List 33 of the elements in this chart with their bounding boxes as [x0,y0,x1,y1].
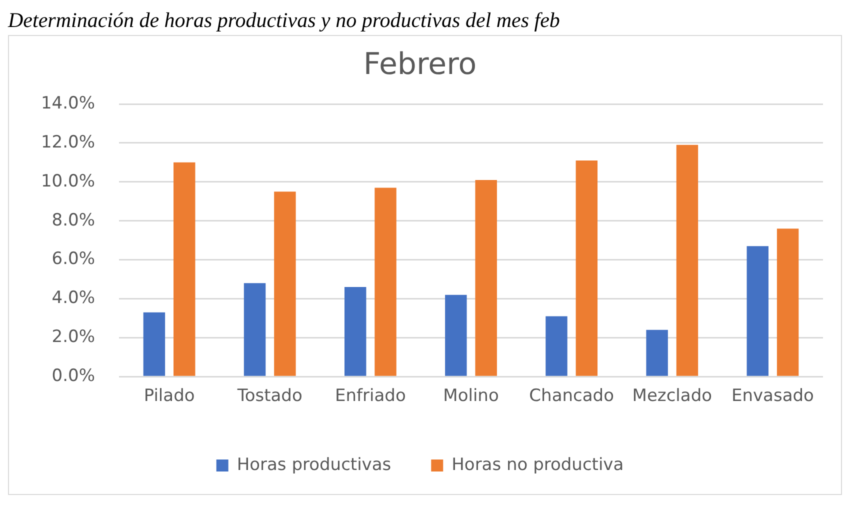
bar [344,287,366,376]
x-tick-label: Enfriado [335,386,406,406]
x-tick-label: Envasado [731,386,814,406]
bar [445,294,467,376]
bar [546,316,568,376]
y-tick-label: 6.0% [52,249,96,270]
y-tick-label: 12.0% [40,132,96,152]
chart-title: Febrero [363,46,477,82]
y-tick-label: 2.0% [52,327,96,348]
x-tick-label: Pilado [144,386,195,406]
bar [746,246,768,376]
text: Determinación de horas productivas y no productivas del mes feb [8,8,561,33]
bar [475,180,497,376]
bar [576,160,598,376]
legend-label: Horas productivas [236,454,392,475]
bar [776,228,799,376]
x-tick-label: Molino [443,386,499,406]
y-tick-label: 10.0% [40,171,96,192]
x-tick-label: Chancado [529,386,614,406]
y-tick-label: 0.0% [52,366,96,386]
y-tick-label: 8.0% [52,210,96,230]
y-tick-label: 14.0% [40,93,96,114]
bar [646,330,668,376]
x-tick-label: Tostado [236,386,302,406]
x-tick-label: Mezclado [632,386,712,406]
legend-label: Horas no productiva [452,454,624,475]
bar [374,188,396,376]
bar [244,283,266,376]
bar [143,312,166,376]
bar [676,144,698,376]
y-tick-label: 4.0% [52,288,96,308]
bar [274,192,296,376]
bar [174,162,196,376]
